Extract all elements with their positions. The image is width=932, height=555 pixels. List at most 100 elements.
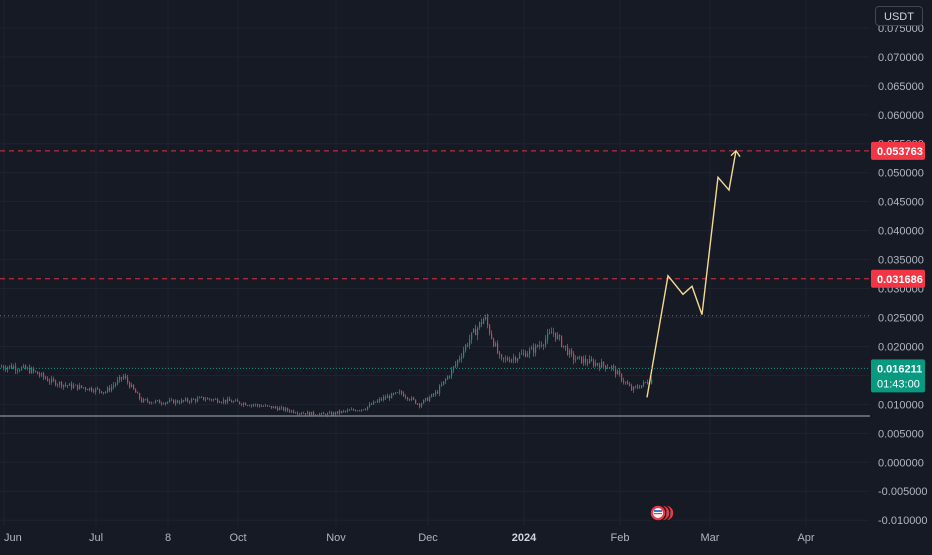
candle-body xyxy=(105,391,107,393)
event-flag-icon[interactable] xyxy=(649,504,667,522)
candle-body xyxy=(443,381,445,385)
candle-body xyxy=(161,403,163,405)
price-tag-label: 0.053763 xyxy=(877,146,923,158)
candle-body xyxy=(409,399,411,401)
candle-body xyxy=(199,397,201,399)
candle-body xyxy=(129,382,131,388)
candle-body xyxy=(307,411,309,415)
price-tag-label: 0.031686 xyxy=(877,274,923,286)
candle-body xyxy=(197,398,199,402)
candle-body xyxy=(465,345,467,351)
candle-body xyxy=(483,319,485,324)
candle-body xyxy=(359,410,361,412)
candle-body xyxy=(49,381,51,382)
y-tick-label: 0.010000 xyxy=(878,399,924,411)
x-tick-label: Nov xyxy=(326,532,346,544)
candle-body xyxy=(397,392,399,394)
candle-body xyxy=(227,398,229,403)
y-tick-label: -0.005000 xyxy=(878,486,928,498)
candle-body xyxy=(33,368,35,371)
candle-body xyxy=(405,396,407,398)
candle-body xyxy=(235,400,237,402)
candle-body xyxy=(297,413,299,414)
event-flag-stripe xyxy=(654,513,662,515)
candle-body xyxy=(487,317,489,326)
candle-body xyxy=(107,387,109,392)
candle-body xyxy=(543,345,545,346)
candle-body xyxy=(241,403,243,405)
candle-body xyxy=(591,359,593,361)
candle-body xyxy=(537,345,539,347)
horizontal-levels[interactable] xyxy=(0,150,870,417)
candle-body xyxy=(617,370,619,375)
candle-body xyxy=(577,356,579,360)
time-axis[interactable]: Jun Jul 8 Oct Nov Dec 2024 Feb Mar Apr xyxy=(4,532,815,544)
price-tag-box xyxy=(871,141,925,160)
candle-body xyxy=(181,400,183,403)
candle-body xyxy=(17,370,19,371)
candle-body xyxy=(111,386,113,391)
candle-body xyxy=(141,398,143,403)
candle-body xyxy=(381,398,383,400)
candle-body xyxy=(557,335,559,339)
candle-body xyxy=(391,393,393,399)
projection-path[interactable] xyxy=(646,149,741,398)
candle-body xyxy=(79,385,81,390)
candle-body xyxy=(421,403,423,407)
candle-body xyxy=(479,322,481,328)
candle-body xyxy=(163,403,165,405)
candle-body xyxy=(563,345,565,347)
y-tick-label: 0.005000 xyxy=(878,428,924,440)
candle-body xyxy=(401,391,403,394)
candle-body xyxy=(293,410,295,413)
candle-body xyxy=(389,396,391,399)
candle-body xyxy=(499,352,501,355)
candle-body xyxy=(35,370,37,372)
candle-body xyxy=(595,363,597,366)
current-price-label: 0.016211 xyxy=(877,363,922,375)
candle-body xyxy=(647,382,649,384)
candle-body xyxy=(585,358,587,363)
candles xyxy=(1,313,653,418)
candle-body xyxy=(247,405,249,407)
candle-body xyxy=(569,350,571,355)
candle-body xyxy=(325,414,327,416)
candle-body xyxy=(459,358,461,361)
x-tick-label: 8 xyxy=(165,532,171,544)
candle-body xyxy=(93,391,95,392)
candle-body xyxy=(619,370,621,375)
candle-body xyxy=(81,385,83,388)
candle-body xyxy=(239,401,241,404)
x-tick-label: 2024 xyxy=(512,532,537,544)
currency-selector[interactable]: USDT xyxy=(875,6,923,26)
candle-body xyxy=(327,413,329,416)
candle-body xyxy=(425,398,427,400)
candle-body xyxy=(605,365,607,369)
candle-body xyxy=(203,397,205,400)
candle-body xyxy=(629,384,631,386)
candle-body xyxy=(53,378,55,381)
candle-body xyxy=(587,362,589,364)
x-tick-label: Jun xyxy=(4,532,22,544)
candle-body xyxy=(13,366,15,369)
y-tick-label: 0.035000 xyxy=(878,255,924,267)
candle-body xyxy=(579,356,581,358)
candle-body xyxy=(157,400,159,401)
candle-body xyxy=(457,360,459,365)
candle-body xyxy=(215,399,217,400)
candle-body xyxy=(473,329,475,333)
price-axis[interactable]: 0.0750000.0700000.0650000.0600000.055000… xyxy=(878,23,928,527)
event-markers[interactable] xyxy=(649,504,675,522)
candle-body xyxy=(175,400,177,404)
countdown-label: 01:43:00 xyxy=(877,378,920,390)
candle-body xyxy=(433,394,435,395)
candle-body xyxy=(249,405,251,407)
candle-body xyxy=(9,365,11,368)
candle-body xyxy=(423,399,425,404)
candle-body xyxy=(349,410,351,411)
candle-body xyxy=(67,385,69,387)
candle-body xyxy=(519,354,521,359)
